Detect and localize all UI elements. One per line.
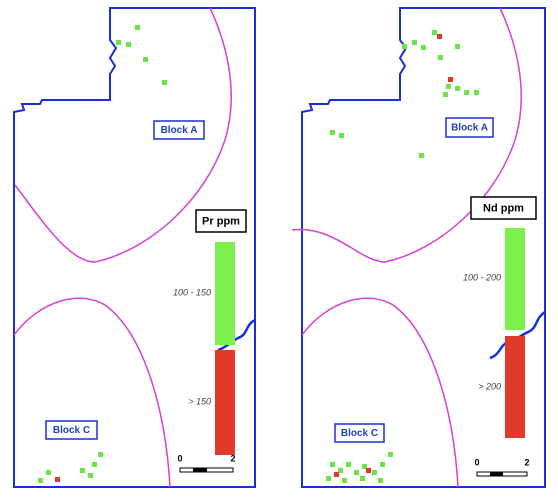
scale-bar [193, 468, 207, 472]
legend-title-box [470, 196, 537, 220]
legend-swatch [215, 242, 235, 345]
panel-right: Block A Block C Nd ppm 100 - 200 > 200 0… [291, 7, 546, 488]
legend-swatch [505, 336, 525, 438]
legend-swatch [215, 350, 235, 455]
samples [326, 30, 479, 483]
panel-left: Block A Block C Pr ppm 100 - 150 > 150 0… [13, 7, 256, 488]
legend-class: > 200 [478, 381, 501, 391]
scale-label: 0 [177, 453, 182, 463]
block-label-box [334, 423, 385, 443]
scale-label: 0 [474, 457, 479, 467]
block-label: Block A [451, 123, 488, 134]
block-label-box [445, 117, 494, 138]
contour [301, 297, 459, 488]
sample-high [55, 477, 60, 482]
river [217, 318, 256, 352]
block-label: Block C [53, 425, 90, 436]
scale-label: 2 [230, 453, 235, 463]
legend-title: Nd ppm [483, 202, 524, 214]
contour [14, 7, 232, 263]
sample-high [334, 34, 453, 477]
block-label: Block A [161, 125, 198, 136]
contour [13, 297, 171, 488]
legend-class: 100 - 200 [463, 272, 501, 282]
legend-title-box [195, 209, 247, 233]
scale-bar [490, 472, 503, 476]
boundary [13, 7, 256, 488]
legend-title: Pr ppm [202, 215, 240, 227]
contour [291, 7, 522, 263]
scale-label: 2 [524, 457, 529, 467]
boundary [301, 7, 546, 488]
legend-swatch [505, 228, 525, 330]
block-label-box [153, 120, 205, 140]
legend-class: 100 - 150 [173, 287, 211, 297]
block-label-box [45, 420, 98, 440]
legend-class: > 150 [188, 396, 211, 406]
block-label: Block C [341, 428, 378, 439]
samples [38, 25, 167, 483]
